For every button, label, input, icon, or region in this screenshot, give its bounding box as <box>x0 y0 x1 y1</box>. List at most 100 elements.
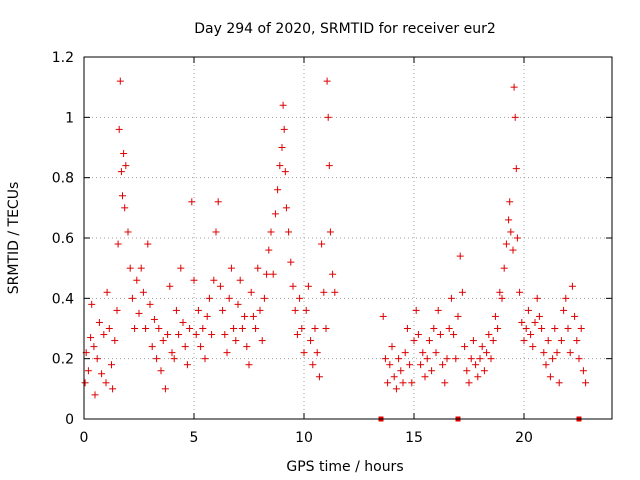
data-point <box>454 312 462 320</box>
data-point <box>194 306 202 314</box>
data-point <box>164 331 172 339</box>
grid-lines <box>84 57 612 419</box>
data-point <box>114 240 122 248</box>
data-point <box>278 144 286 151</box>
data-point <box>186 325 194 332</box>
data-point <box>500 264 508 272</box>
data-point <box>403 325 411 332</box>
y-tick-label: 0 <box>65 412 74 428</box>
data-point <box>161 385 169 393</box>
data-point <box>325 162 333 170</box>
data-point <box>109 385 117 393</box>
data-point <box>542 361 550 369</box>
data-point <box>412 306 420 314</box>
data-point <box>279 101 287 109</box>
data-point <box>245 361 253 369</box>
data-point <box>507 228 515 236</box>
data-point <box>432 349 440 357</box>
data-point <box>289 282 297 290</box>
data-point <box>557 337 565 345</box>
data-point <box>579 367 587 375</box>
data-point <box>274 186 282 194</box>
data-point <box>414 331 422 339</box>
data-point <box>223 349 231 357</box>
data-point <box>573 337 581 345</box>
data-point <box>121 204 129 212</box>
data-point <box>276 162 284 170</box>
data-point <box>234 300 242 308</box>
data-point <box>311 325 319 332</box>
data-point <box>549 355 557 363</box>
data-point <box>533 294 541 302</box>
data-point <box>323 77 331 85</box>
data-point <box>93 355 101 363</box>
data-point <box>190 276 198 284</box>
data-point <box>212 228 220 236</box>
data-point <box>225 294 233 302</box>
data-point <box>197 343 205 351</box>
data-point <box>116 77 124 85</box>
data-point <box>324 113 332 121</box>
data-point <box>203 312 211 320</box>
data-point <box>128 294 136 302</box>
data-point <box>491 312 499 320</box>
data-point <box>157 367 165 375</box>
data-point <box>518 318 526 326</box>
data-point <box>544 337 552 345</box>
data-point <box>524 306 532 314</box>
data-point <box>81 379 89 387</box>
data-point <box>144 240 152 248</box>
data-point <box>522 325 530 332</box>
data-point <box>568 282 576 290</box>
data-point <box>322 325 330 332</box>
chart-title: Day 294 of 2020, SRMTID for receiver eur… <box>194 21 496 37</box>
data-point <box>227 264 235 272</box>
data-point <box>434 306 442 314</box>
data-point <box>247 288 255 296</box>
data-point <box>502 240 510 248</box>
data-point <box>232 337 240 345</box>
data-point <box>216 282 224 290</box>
data-point <box>509 246 517 254</box>
data-point <box>113 306 121 314</box>
data-point <box>179 318 187 326</box>
data-point <box>205 294 213 302</box>
data-point <box>469 337 477 345</box>
data-point <box>168 349 176 357</box>
data-point <box>298 325 306 332</box>
data-point <box>91 391 99 399</box>
data-point <box>447 294 455 302</box>
data-point <box>417 361 425 369</box>
x-tick-label: 15 <box>405 430 423 446</box>
data-point <box>318 240 326 248</box>
data-point <box>291 306 299 314</box>
data-point <box>100 331 108 339</box>
data-point <box>269 270 277 278</box>
data-point <box>271 210 279 218</box>
data-point <box>480 367 488 375</box>
data-point <box>214 198 222 206</box>
data-point <box>304 282 312 290</box>
y-tick-label: 0.2 <box>52 352 74 368</box>
data-point <box>170 355 178 363</box>
y-axis-ticks: 0 0.2 0.4 0.6 0.8 1 1.2 <box>52 50 612 428</box>
data-point <box>263 270 271 278</box>
x-axis-label: GPS time / hours <box>286 459 403 475</box>
data-point <box>315 373 323 381</box>
data-point <box>527 331 535 339</box>
data-point <box>465 379 473 387</box>
data-point <box>150 315 158 323</box>
data-point <box>392 385 400 393</box>
data-point <box>320 288 328 296</box>
data-point <box>265 246 273 254</box>
data-point <box>119 192 126 200</box>
data-point <box>139 288 147 296</box>
data-point <box>510 83 518 91</box>
data-point <box>252 325 260 332</box>
data-point <box>148 343 156 351</box>
data-point <box>461 343 469 351</box>
x-tick-label: 20 <box>515 430 533 446</box>
data-point <box>126 264 134 272</box>
data-point <box>105 325 113 332</box>
